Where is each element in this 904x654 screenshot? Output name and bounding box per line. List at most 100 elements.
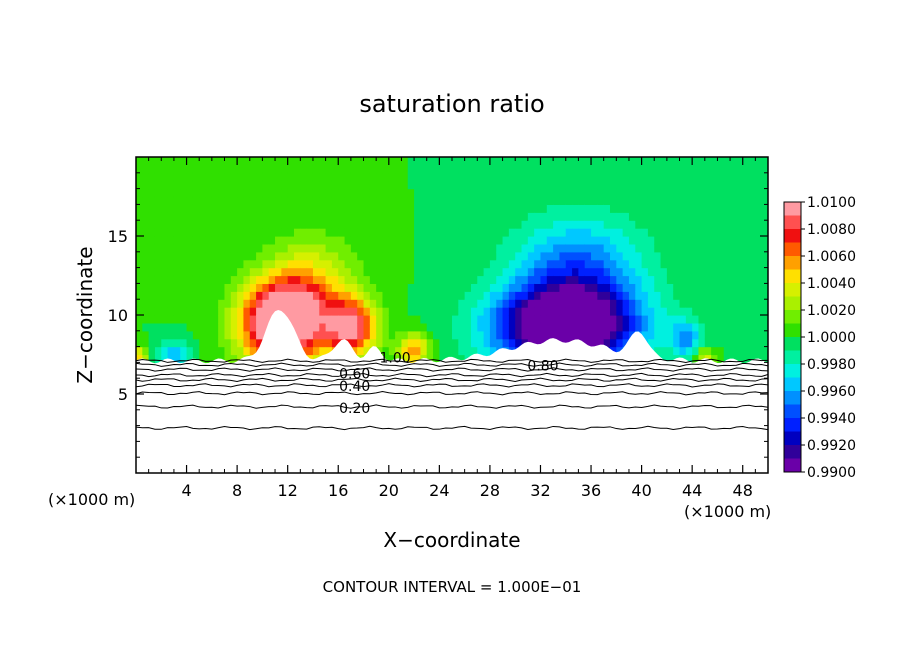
heatmap-cell bbox=[736, 346, 744, 356]
heatmap-cell bbox=[363, 220, 371, 229]
heatmap-cell bbox=[527, 212, 535, 221]
heatmap-cell bbox=[502, 204, 510, 213]
heatmap-cell bbox=[647, 188, 655, 198]
heatmap-cell bbox=[218, 251, 226, 261]
heatmap-cell bbox=[666, 354, 674, 363]
heatmap-cell bbox=[445, 283, 453, 292]
heatmap-cell bbox=[186, 164, 194, 174]
heatmap-cell bbox=[136, 267, 143, 277]
heatmap-cell bbox=[142, 299, 150, 308]
heatmap-cell bbox=[534, 267, 542, 277]
heatmap-cell bbox=[426, 251, 434, 261]
heatmap-cell bbox=[414, 236, 421, 245]
heatmap-cell bbox=[382, 188, 390, 198]
heatmap-cell bbox=[736, 172, 744, 182]
heatmap-cell bbox=[502, 291, 510, 300]
heatmap-cell bbox=[357, 236, 365, 245]
heatmap-cell bbox=[420, 188, 428, 198]
heatmap-cell bbox=[679, 275, 687, 284]
heatmap-cell bbox=[464, 338, 472, 348]
heatmap-cell bbox=[388, 275, 396, 284]
heatmap-cell bbox=[464, 204, 472, 213]
heatmap-cell bbox=[192, 267, 200, 277]
heatmap-cell bbox=[136, 338, 143, 348]
heatmap-cell bbox=[426, 236, 434, 245]
heatmap-cell bbox=[445, 322, 453, 332]
heatmap-cell bbox=[230, 322, 238, 332]
heatmap-cell bbox=[489, 259, 497, 269]
heatmap-cell bbox=[578, 299, 586, 308]
heatmap-cell bbox=[312, 315, 320, 324]
heatmap-cell bbox=[186, 204, 194, 213]
heatmap-cell bbox=[395, 315, 403, 324]
heatmap-cell bbox=[192, 330, 200, 340]
heatmap-cell bbox=[698, 267, 706, 277]
heatmap-cell bbox=[173, 259, 181, 269]
heatmap-cell bbox=[205, 346, 213, 356]
heatmap-cell bbox=[173, 267, 181, 277]
heatmap-cell bbox=[445, 291, 453, 300]
contour-line bbox=[136, 372, 768, 378]
heatmap-cell bbox=[679, 196, 687, 205]
heatmap-cell bbox=[218, 315, 226, 324]
heatmap-cell bbox=[357, 228, 365, 237]
heatmap-cell bbox=[230, 157, 238, 166]
heatmap-cell bbox=[502, 188, 510, 198]
heatmap-cell bbox=[243, 251, 251, 261]
heatmap-cell bbox=[489, 299, 497, 308]
heatmap-cell bbox=[477, 180, 485, 190]
heatmap-cell bbox=[376, 196, 384, 205]
heatmap-cell bbox=[306, 283, 314, 292]
heatmap-cell bbox=[445, 196, 453, 205]
heatmap-cell bbox=[730, 291, 737, 300]
heatmap-cell bbox=[666, 330, 674, 340]
heatmap-cell bbox=[192, 157, 200, 166]
heatmap-cell bbox=[433, 196, 440, 205]
heatmap-cell bbox=[199, 196, 207, 205]
heatmap-cell bbox=[496, 259, 504, 269]
heatmap-cell bbox=[154, 212, 162, 221]
heatmap-cell bbox=[452, 338, 459, 348]
heatmap-cell bbox=[521, 299, 529, 308]
heatmap-cell bbox=[180, 267, 188, 277]
heatmap-cell bbox=[755, 228, 763, 237]
heatmap-cell bbox=[591, 172, 598, 182]
heatmap-cell bbox=[470, 322, 478, 332]
heatmap-cell bbox=[546, 307, 554, 316]
heatmap-cell bbox=[344, 322, 352, 332]
heatmap-cell bbox=[755, 188, 763, 198]
heatmap-cell bbox=[698, 259, 706, 269]
heatmap-cell bbox=[407, 157, 415, 166]
heatmap-cell bbox=[407, 322, 415, 332]
heatmap-cell bbox=[742, 354, 750, 363]
heatmap-cell bbox=[673, 315, 681, 324]
heatmap-cell bbox=[218, 275, 226, 284]
heatmap-cell bbox=[211, 164, 219, 174]
heatmap-cell bbox=[211, 299, 219, 308]
heatmap-cell bbox=[211, 259, 219, 269]
heatmap-cell bbox=[553, 228, 561, 237]
heatmap-cell bbox=[230, 338, 238, 348]
heatmap-cell bbox=[268, 251, 276, 261]
heatmap-cell bbox=[717, 251, 725, 261]
heatmap-cell bbox=[483, 172, 491, 182]
heatmap-cell bbox=[300, 322, 308, 332]
heatmap-cell bbox=[603, 204, 611, 213]
heatmap-cell bbox=[698, 299, 706, 308]
heatmap-cell bbox=[243, 196, 251, 205]
heatmap-cell bbox=[521, 283, 529, 292]
heatmap-cell bbox=[477, 259, 485, 269]
heatmap-cell bbox=[711, 307, 719, 316]
heatmap-cell bbox=[698, 212, 706, 221]
heatmap-cell bbox=[388, 172, 396, 182]
heatmap-cell bbox=[243, 338, 251, 348]
heatmap-cell bbox=[565, 283, 573, 292]
heatmap-cell bbox=[350, 180, 358, 190]
heatmap-cell bbox=[205, 354, 213, 363]
heatmap-cell bbox=[610, 188, 617, 198]
heatmap-cell bbox=[553, 275, 561, 284]
heatmap-cell bbox=[376, 164, 384, 174]
heatmap-cell bbox=[306, 180, 314, 190]
heatmap-cell bbox=[294, 236, 301, 245]
heatmap-cell bbox=[597, 172, 605, 182]
